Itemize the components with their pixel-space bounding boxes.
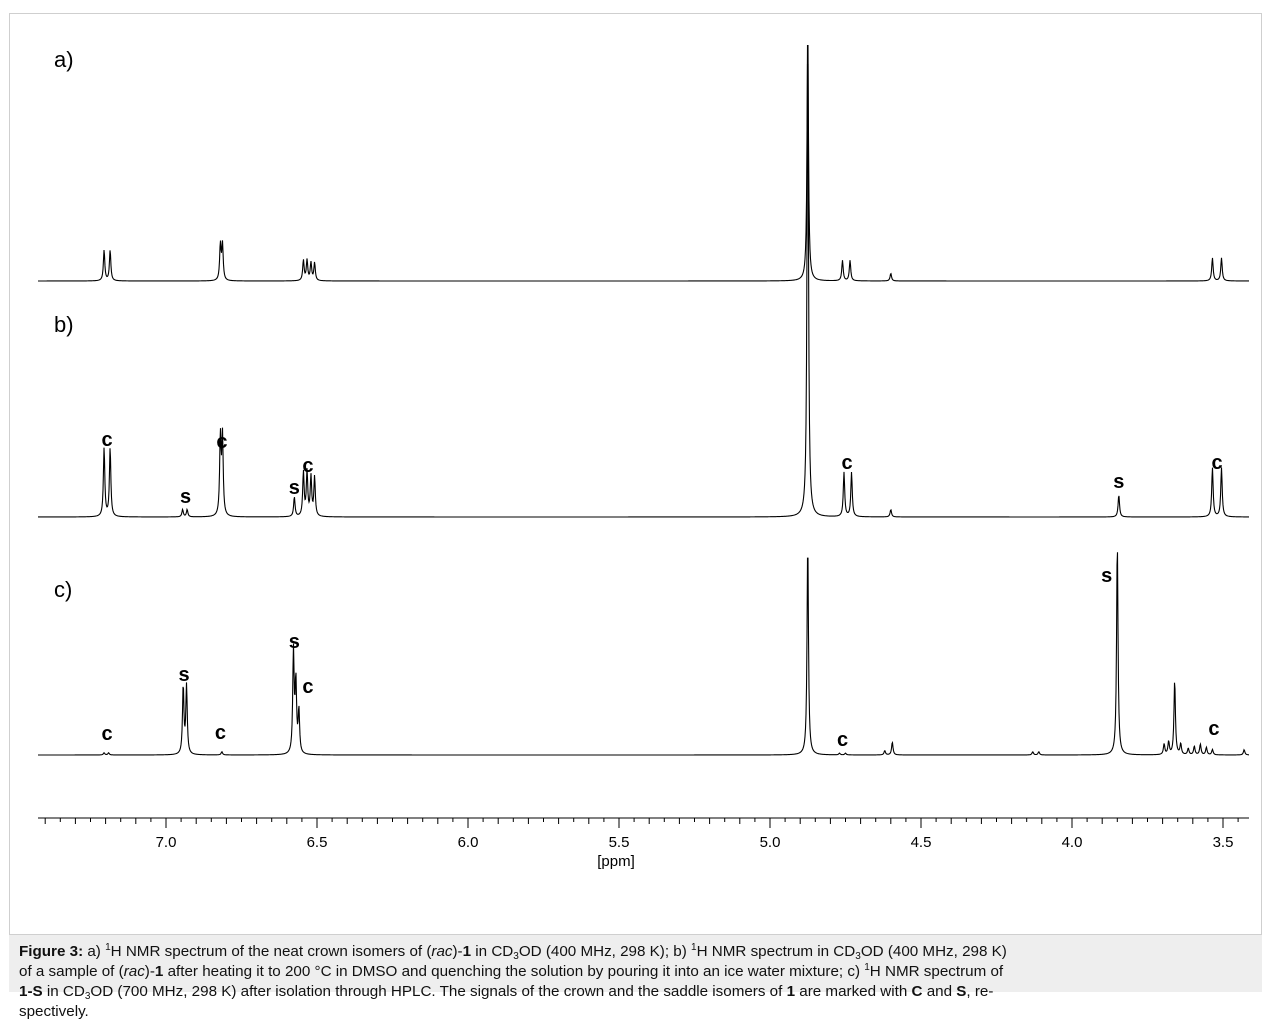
peak-label-s-3-2: s <box>179 664 190 686</box>
peak-label-s-2-2: s <box>180 486 191 508</box>
x-tick-label-7.0: 7.0 <box>156 834 177 851</box>
caption-segment: H NMR spectrum of the neat crown isomers… <box>110 943 432 960</box>
caption-segment: OD (400 MHz, 298 K); b) <box>518 943 692 960</box>
caption-segment: rac <box>431 943 453 960</box>
figure: a) b) c) c s c s c c s c c s c s c c s c 7.0 6.5 6.0 5.5 5.0 4.5… <box>9 13 1262 1020</box>
caption-segment: )- <box>144 963 155 980</box>
caption-line-3: 1-S in CD3OD (700 MHz, 298 K) after isol… <box>19 982 1252 1002</box>
caption-segment: 3 <box>855 951 861 962</box>
caption-segment: OD (400 MHz, 298 K) <box>860 943 1007 960</box>
x-tick-label-6.5: 6.5 <box>307 834 328 851</box>
caption-segment: rac <box>123 963 145 980</box>
caption-line-4: spectively. <box>19 1002 1252 1022</box>
caption-line-1: Figure 3: a) 1H NMR spectrum of the neat… <box>19 942 1252 962</box>
spectrum-line-3 <box>38 552 1250 756</box>
peak-label-c-3-6: c <box>837 729 848 751</box>
caption-segment: 1 <box>105 942 111 953</box>
panel-label-3: c) <box>54 577 72 602</box>
panel-label-1: a) <box>54 47 74 72</box>
caption-line-2: of a sample of (rac)-1 after heating it … <box>19 962 1252 982</box>
peak-label-s-2-7: s <box>1113 471 1124 493</box>
caption-segment: )- <box>452 943 463 960</box>
caption-segment: 1 <box>154 963 164 980</box>
peak-label-c-3-3: c <box>215 722 226 744</box>
figure-caption: Figure 3: a) 1H NMR spectrum of the neat… <box>9 935 1262 1020</box>
caption-segment: of a sample of ( <box>19 963 124 980</box>
plot-area <box>9 13 1262 935</box>
x-tick-label-6.0: 6.0 <box>458 834 479 851</box>
x-tick-label-4.0: 4.0 <box>1062 834 1083 851</box>
caption-segment: spectively. <box>19 1003 89 1020</box>
peak-label-c-2-5: c <box>302 455 313 477</box>
x-tick-label-4.5: 4.5 <box>911 834 932 851</box>
caption-segment: a) <box>83 943 106 960</box>
peak-label-s-2-4: s <box>289 477 300 499</box>
peak-label-s-3-4: s <box>289 631 300 653</box>
caption-segment: H NMR spectrum in CD <box>696 943 856 960</box>
caption-segment: in CD <box>471 943 514 960</box>
peak-label-c-2-1: c <box>102 429 113 451</box>
peak-label-c-3-1: c <box>102 723 113 745</box>
caption-segment: H NMR spectrum of <box>869 963 1004 980</box>
spectrum-line-1 <box>38 45 1249 282</box>
peak-label-c-2-8: c <box>1211 452 1222 474</box>
figure-label: Figure 3: <box>19 943 84 960</box>
peak-label-c-3-5: c <box>302 676 313 698</box>
caption-segment: 1 <box>691 942 697 953</box>
caption-segment: 1 <box>462 943 472 960</box>
panel-label-2: b) <box>54 312 74 337</box>
x-axis-label: [ppm] <box>597 853 635 870</box>
caption-segment: 3 <box>513 951 519 962</box>
peak-label-c-3-8: c <box>1208 718 1219 740</box>
caption-segment: after heating it to 200 °C in DMSO and q… <box>163 963 865 980</box>
x-tick-label-5.0: 5.0 <box>760 834 781 851</box>
caption-segment: 1 <box>864 962 870 973</box>
x-tick-label-3.5: 3.5 <box>1213 834 1234 851</box>
peak-label-c-2-3: c <box>216 431 227 453</box>
peak-label-s-3-7: s <box>1101 565 1112 587</box>
x-tick-label-5.5: 5.5 <box>609 834 630 851</box>
spectrum-line-2 <box>38 63 1249 518</box>
peak-label-c-2-6: c <box>841 452 852 474</box>
